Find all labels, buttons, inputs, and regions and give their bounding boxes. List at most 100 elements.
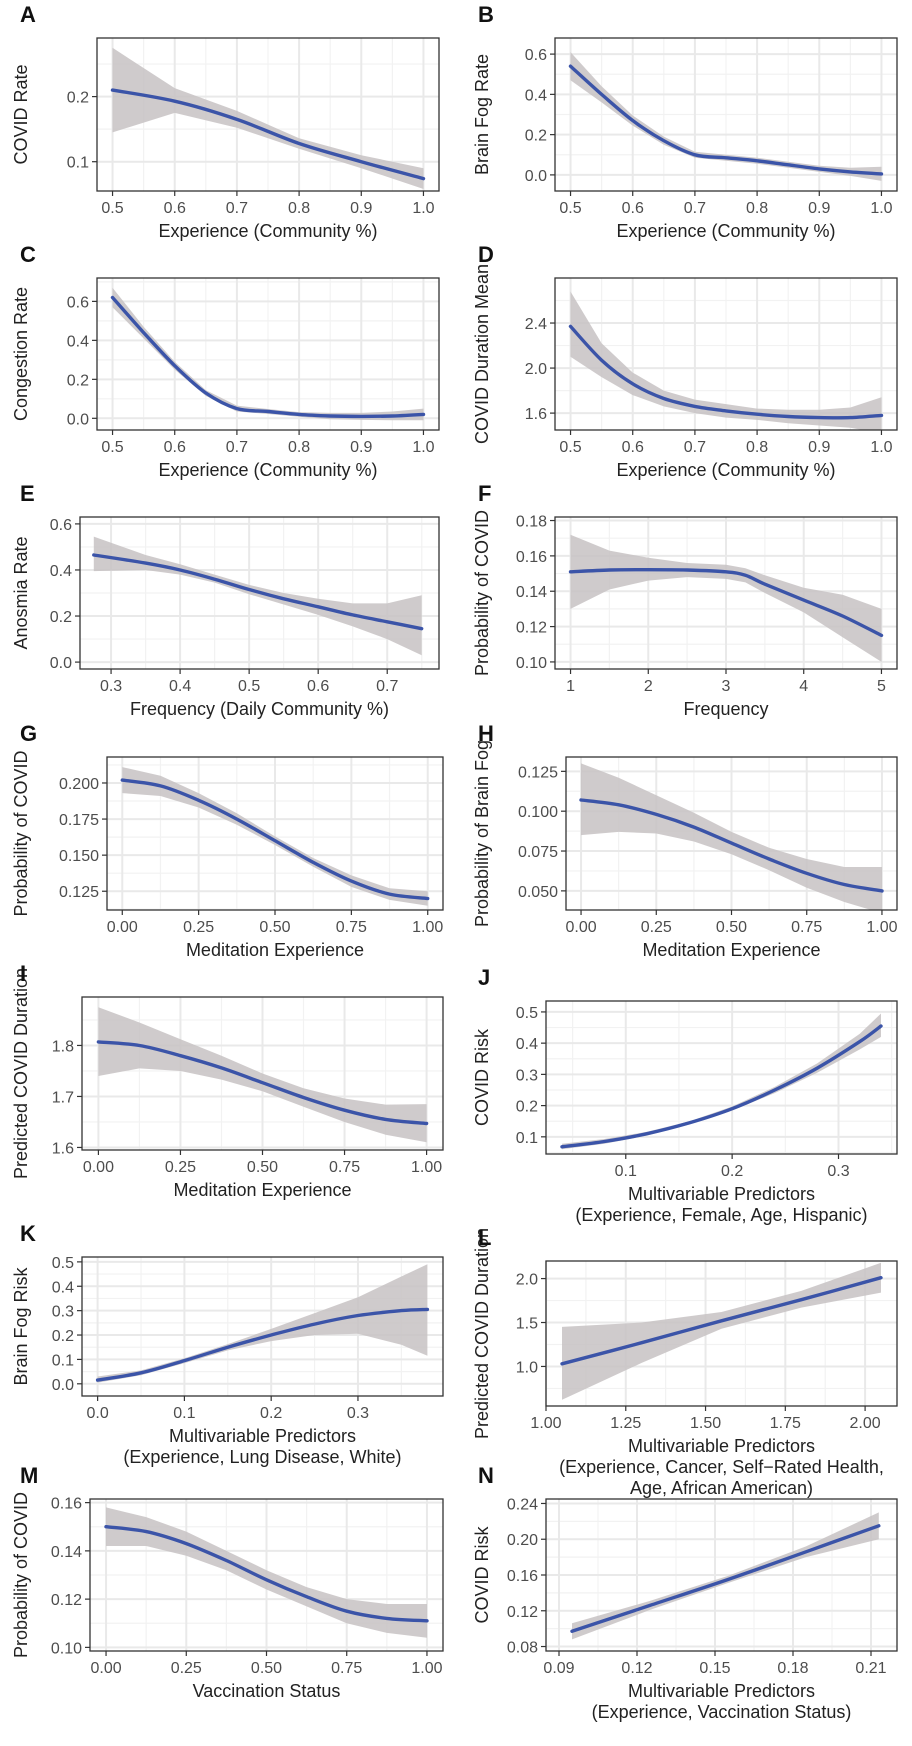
x-tick-label: 4: [799, 678, 808, 695]
y-tick-label: 0.4: [516, 1036, 538, 1053]
x-tick-label: 3: [722, 678, 731, 695]
panel-b: 0.5 0.6 0.7 0.8 0.9 1.0 0.0 0.2 0.4 0.6 Experience…: [472, 2, 898, 241]
x-tick-label: 0.50: [259, 919, 290, 936]
x-tick-label: 0.1: [615, 1163, 637, 1180]
fitted-line: [120, 778, 430, 901]
panel-n: 0.09 0.12 0.15 0.18 0.21 0.08 0.12 0.16 0.20 0.24…: [472, 1463, 898, 1722]
y-tick-label: 0.2: [525, 128, 547, 145]
y-axis-label: COVID Risk: [472, 1526, 492, 1624]
x-tick-label: 0.8: [288, 439, 310, 456]
y-tick-label: 0.16: [507, 1568, 538, 1585]
y-axis-label: COVID Duration Mean: [472, 264, 492, 444]
y-tick-label: 0.6: [525, 47, 547, 64]
panel-f: 1 2 3 4 5 0.10 0.12 0.14 0.16 0.18 Frequency Probab…: [472, 481, 898, 719]
x-tick-label: 0.25: [183, 919, 214, 936]
x-tick-label: 0.2: [721, 1163, 743, 1180]
fitted-line: [96, 1040, 429, 1126]
x-tick-label: 0.00: [565, 919, 596, 936]
y-axis-label: Congestion Rate: [11, 287, 31, 421]
y-axis-label: Probability of COVID: [11, 750, 31, 916]
x-tick-label: 0.9: [808, 439, 830, 456]
x-tick-label: 1.0: [870, 200, 892, 217]
x-tick-label: 0.21: [855, 1660, 886, 1677]
x-tick-label: 0.5: [101, 439, 123, 456]
panel-border: [96, 277, 440, 431]
y-tick-label: 0.0: [67, 411, 89, 428]
y-tick-label: 0.150: [59, 848, 99, 865]
y-axis-label: Predicted COVID Duration: [11, 968, 31, 1179]
panel-label: E: [20, 481, 35, 506]
x-tick-label: 1.0: [870, 439, 892, 456]
fitted-line: [560, 1024, 883, 1149]
x-axis-label: (Experience, Vaccination Status): [592, 1702, 852, 1722]
panel-label: N: [478, 1463, 494, 1488]
fitted-line: [110, 295, 426, 419]
y-tick-label: 0.100: [518, 804, 558, 821]
x-tick-label: 0.7: [684, 200, 706, 217]
y-tick-label: 1.6: [525, 406, 547, 423]
y-tick-label: 1.5: [516, 1316, 538, 1333]
x-tick-label: 0.4: [169, 678, 191, 695]
panel-border: [554, 277, 898, 431]
x-axis-label: Meditation Experience: [642, 940, 820, 960]
x-tick-label: 2.00: [850, 1415, 881, 1432]
grid: [97, 278, 439, 430]
x-tick-label: 0.00: [90, 1660, 121, 1677]
x-axis-label: (Experience, Lung Disease, White): [123, 1447, 401, 1467]
confidence-band: [106, 1507, 427, 1638]
x-tick-label: 0.15: [699, 1660, 730, 1677]
y-tick-label: 0.20: [507, 1532, 538, 1549]
confidence-band: [562, 1013, 881, 1150]
x-tick-label: 2: [644, 678, 653, 695]
x-tick-label: 1: [566, 678, 575, 695]
x-tick-label: 0.12: [621, 1660, 652, 1677]
panel-border: [79, 516, 440, 670]
y-tick-label: 0.1: [67, 155, 89, 172]
y-tick-label: 0.12: [51, 1592, 82, 1609]
fitted-line: [570, 1524, 881, 1633]
y-tick-label: 2.0: [525, 361, 547, 378]
confidence-band: [570, 52, 882, 181]
y-tick-label: 0.2: [67, 372, 89, 389]
x-axis-label: Multivariable Predictors: [169, 1426, 356, 1446]
x-tick-label: 1.0: [412, 439, 434, 456]
x-tick-label: 1.00: [530, 1415, 561, 1432]
y-tick-label: 0.4: [67, 333, 89, 350]
y-tick-label: 0.5: [52, 1255, 74, 1272]
panel-d: 0.5 0.6 0.7 0.8 0.9 1.0 1.6 2.0 2.4 Experience (C…: [472, 242, 898, 480]
x-tick-label: 0.2: [260, 1405, 282, 1422]
panel-label: B: [478, 2, 494, 27]
y-tick-label: 0.2: [50, 609, 72, 626]
y-tick-label: 1.6: [52, 1140, 74, 1157]
x-tick-label: 0.50: [247, 1159, 278, 1176]
x-tick-label: 0.8: [288, 200, 310, 217]
x-tick-label: 0.75: [329, 1159, 360, 1176]
confidence-band: [562, 1262, 881, 1400]
x-tick-label: 0.25: [165, 1159, 196, 1176]
y-tick-label: 0.12: [516, 620, 547, 637]
y-tick-label: 0.4: [52, 1279, 74, 1296]
y-tick-label: 2.4: [525, 316, 547, 333]
panel-label: K: [20, 1221, 36, 1246]
confidence-band: [570, 534, 882, 662]
grid: [546, 1001, 897, 1154]
x-tick-label: 0.9: [350, 439, 372, 456]
x-tick-label: 0.8: [746, 439, 768, 456]
y-axis-label: Brain Fog Rate: [472, 54, 492, 175]
x-tick-label: 0.50: [251, 1660, 282, 1677]
confidence-band: [572, 1512, 879, 1640]
panel-label: G: [20, 721, 37, 746]
panel-label: C: [20, 242, 36, 267]
x-axis-label: Experience (Community %): [616, 221, 835, 241]
panel-border: [554, 37, 898, 192]
x-tick-label: 0.6: [164, 200, 186, 217]
y-tick-label: 0.125: [59, 884, 99, 901]
panel-g: 0.00 0.25 0.50 0.75 1.00 0.125 0.150 0.175 0.200…: [11, 721, 444, 960]
y-axis-label: Predicted COVID Duration: [472, 1228, 492, 1439]
y-tick-label: 0.2: [67, 90, 89, 107]
fitted-line: [568, 324, 884, 420]
panel-border: [545, 1000, 898, 1155]
y-tick-label: 0.10: [51, 1640, 82, 1657]
panel-label: H: [478, 721, 494, 746]
x-axis-label: Experience (Community %): [158, 460, 377, 480]
